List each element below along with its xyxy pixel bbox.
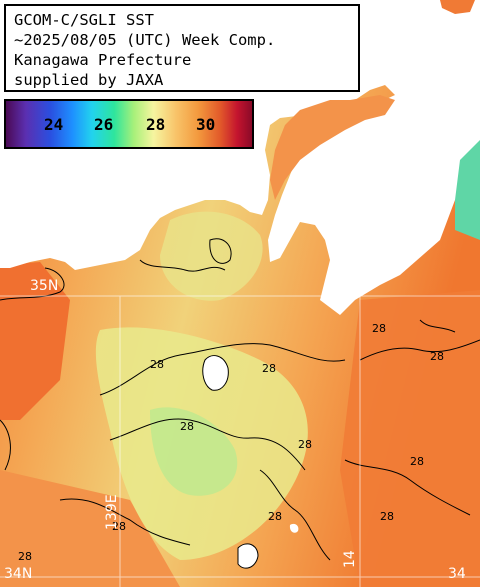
land-top-right-speck <box>440 0 475 14</box>
latitude-label-35n: 35N <box>30 278 59 294</box>
title-line-1: GCOM-C/SGLI SST <box>14 11 154 29</box>
contour-label: 28 <box>150 358 164 371</box>
cool-sea-bay <box>160 211 263 301</box>
longitude-label-14: 14 <box>342 550 358 568</box>
legend-tick-24: 24 <box>44 115 64 134</box>
contour-lines <box>0 238 480 561</box>
contour-label-group: 28 28 28 28 28 28 28 28 28 28 28 <box>18 322 444 563</box>
contour-label: 28 <box>262 362 276 375</box>
legend-tick-28: 28 <box>146 115 166 134</box>
island-oshima <box>202 355 229 391</box>
graticule <box>0 295 480 587</box>
title-box: GCOM-C/SGLI SST ~2025/08/05 (UTC) Week C… <box>4 4 360 92</box>
title-line-3: Kanagawa Prefecture <box>14 51 192 69</box>
contour-label: 28 <box>18 550 32 563</box>
cold-sea-northeast <box>455 140 480 240</box>
contour-label: 28 <box>430 350 444 363</box>
latitude-label-34n: 34N <box>4 566 33 582</box>
warm-sea-east <box>340 290 480 587</box>
island-small <box>289 523 299 533</box>
contour-label: 28 <box>112 520 126 533</box>
title-line-2: ~2025/08/05 (UTC) Week Comp. <box>14 31 276 49</box>
contour-label: 28 <box>298 438 312 451</box>
contour-label: 28 <box>180 420 194 433</box>
color-scale-legend: 24 26 28 30 <box>4 99 254 149</box>
land-east-hook <box>270 95 395 200</box>
contour-label: 28 <box>372 322 386 335</box>
contour-label: 28 <box>380 510 394 523</box>
cool-sea-inner <box>150 407 238 496</box>
title-line-4: supplied by JAXA <box>14 71 164 89</box>
contour-label: 28 <box>410 455 424 468</box>
legend-tick-26: 26 <box>94 115 114 134</box>
contour-label: 28 <box>268 510 282 523</box>
legend-tick-30: 30 <box>196 115 216 134</box>
warm-sea-west <box>0 262 70 420</box>
island-south <box>237 543 259 569</box>
warm-sea-south <box>0 470 180 587</box>
latitude-label-34-right: 34 <box>448 566 466 582</box>
longitude-label-139e: 139E <box>104 494 120 530</box>
